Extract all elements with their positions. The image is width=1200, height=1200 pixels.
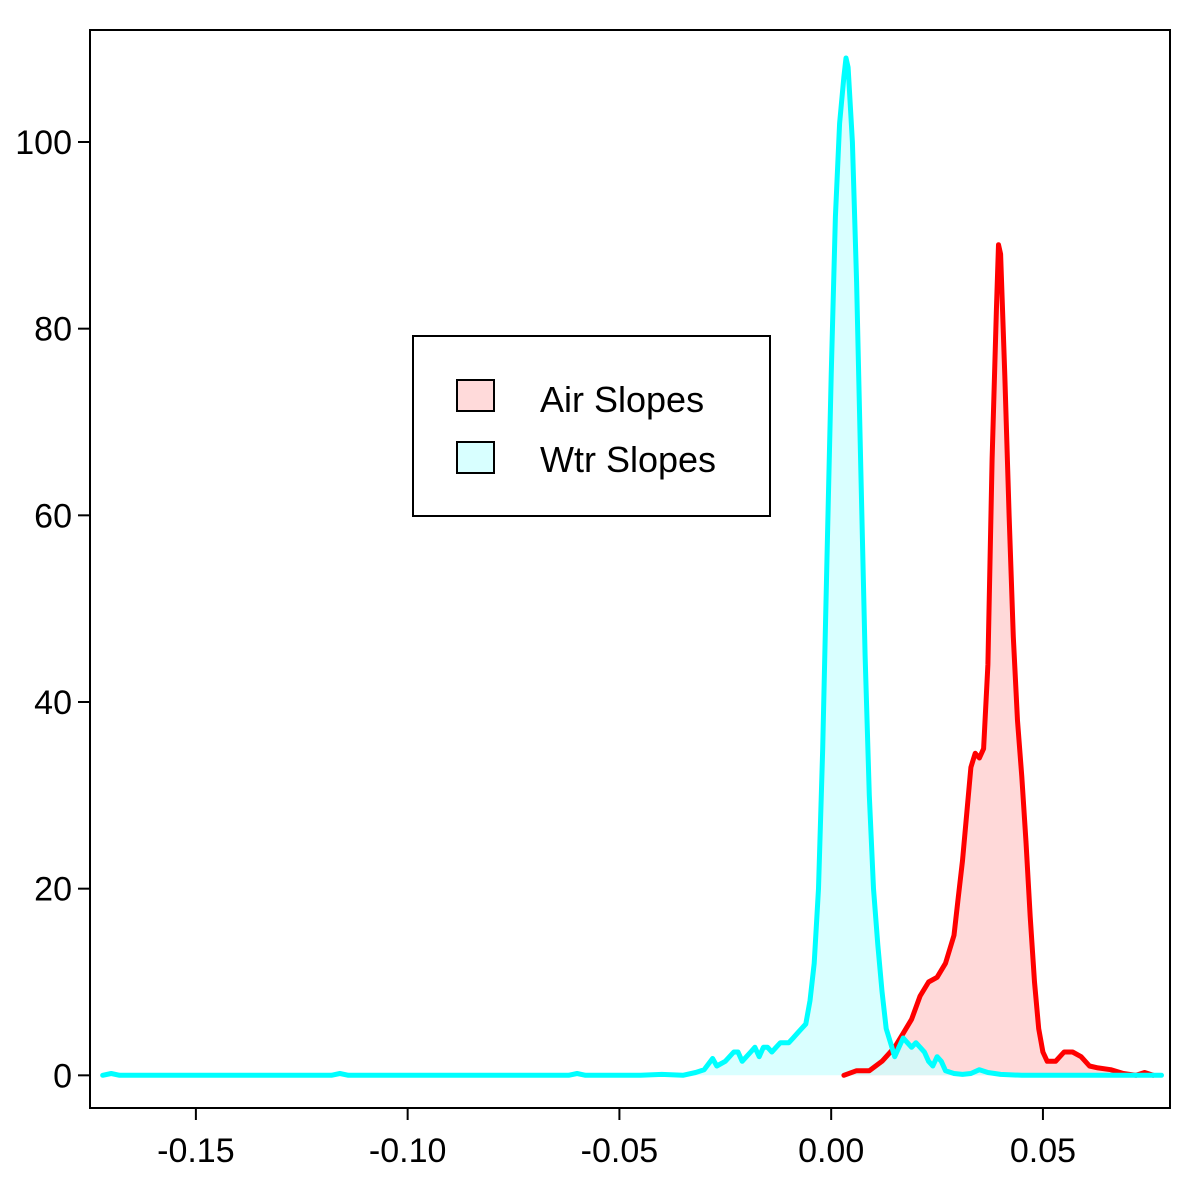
legend-swatch-wtr xyxy=(456,441,495,474)
x-tick-label: -0.10 xyxy=(369,1132,447,1170)
density-line-air-slopes xyxy=(841,242,1156,1078)
legend-swatch-air xyxy=(456,379,495,412)
x-tick-label: 0.05 xyxy=(1010,1132,1076,1170)
y-tick-label: 0 xyxy=(53,1057,72,1095)
y-tick-label: 100 xyxy=(15,124,72,162)
area-fill-air-slopes xyxy=(843,244,1154,1076)
plot-frame xyxy=(89,29,1171,1109)
x-tick-label: -0.15 xyxy=(157,1132,235,1170)
series-layer xyxy=(100,55,1164,1078)
legend: Air Slopes Wtr Slopes xyxy=(412,335,771,517)
legend-label-air: Air Slopes xyxy=(540,379,704,420)
y-tick-label: 40 xyxy=(34,684,72,722)
legend-box xyxy=(412,335,771,517)
x-tick-label: -0.05 xyxy=(581,1132,659,1170)
y-tick-label: 80 xyxy=(34,311,72,349)
x-tick-label: 0.00 xyxy=(798,1132,864,1170)
density-line-wtr-slopes xyxy=(100,55,1164,1078)
y-tick-label: 60 xyxy=(34,497,72,535)
y-tick-label: 20 xyxy=(34,871,72,909)
x-axis: -0.15 -0.10 -0.05 0.00 0.05 xyxy=(157,1108,1076,1170)
y-axis: 0 20 40 60 80 100 xyxy=(15,124,90,1095)
legend-label-wtr: Wtr Slopes xyxy=(540,439,716,480)
